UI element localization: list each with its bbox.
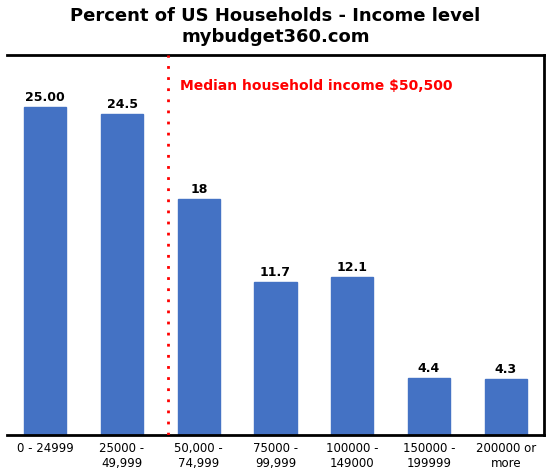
Text: 18: 18 xyxy=(190,183,208,196)
Bar xyxy=(331,277,374,436)
Bar xyxy=(484,379,527,436)
Text: Median household income $50,500: Median household income $50,500 xyxy=(180,79,452,93)
Text: 4.4: 4.4 xyxy=(418,361,440,374)
Text: 24.5: 24.5 xyxy=(106,98,138,110)
Text: 12.1: 12.1 xyxy=(337,260,368,273)
Bar xyxy=(255,282,296,436)
Bar xyxy=(177,199,220,436)
Text: 11.7: 11.7 xyxy=(260,265,291,278)
Bar xyxy=(101,115,143,436)
Text: 25.00: 25.00 xyxy=(25,91,65,104)
Bar xyxy=(24,108,67,436)
Title: Percent of US Households - Income level
mybudget360.com: Percent of US Households - Income level … xyxy=(71,7,480,46)
Bar xyxy=(408,378,450,436)
Text: 4.3: 4.3 xyxy=(495,362,517,375)
